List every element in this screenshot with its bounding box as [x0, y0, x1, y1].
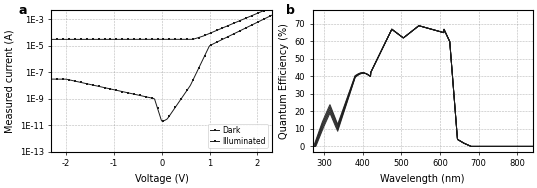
- X-axis label: Wavelength (nm): Wavelength (nm): [380, 174, 465, 184]
- Dark: [235, 31, 241, 33]
- Y-axis label: Quantum Efficiency (%): Quantum Efficiency (%): [279, 23, 289, 139]
- Legend: Dark, Illuminated: Dark, Illuminated: [208, 124, 268, 148]
- Dark: [249, 24, 255, 26]
- Dark: [48, 78, 55, 80]
- Illuminated: [179, 38, 186, 40]
- Line: Illuminated: Illuminated: [50, 6, 273, 41]
- X-axis label: Voltage (V): Voltage (V): [135, 174, 188, 184]
- Dark: [184, 89, 190, 91]
- Illuminated: [179, 38, 185, 40]
- Illuminated: [248, 15, 255, 17]
- Dark: [268, 14, 275, 16]
- Line: Dark: Dark: [50, 14, 273, 123]
- Illuminated: [234, 21, 241, 23]
- Text: a: a: [18, 4, 27, 17]
- Text: b: b: [286, 4, 295, 17]
- Illuminated: [268, 6, 275, 8]
- Dark: [49, 78, 55, 80]
- Illuminated: [183, 38, 190, 40]
- Y-axis label: Measured current (A): Measured current (A): [4, 29, 14, 133]
- Dark: [180, 95, 186, 97]
- Illuminated: [48, 38, 55, 40]
- Dark: [179, 96, 186, 98]
- Dark: [159, 120, 165, 122]
- Illuminated: [49, 38, 55, 40]
